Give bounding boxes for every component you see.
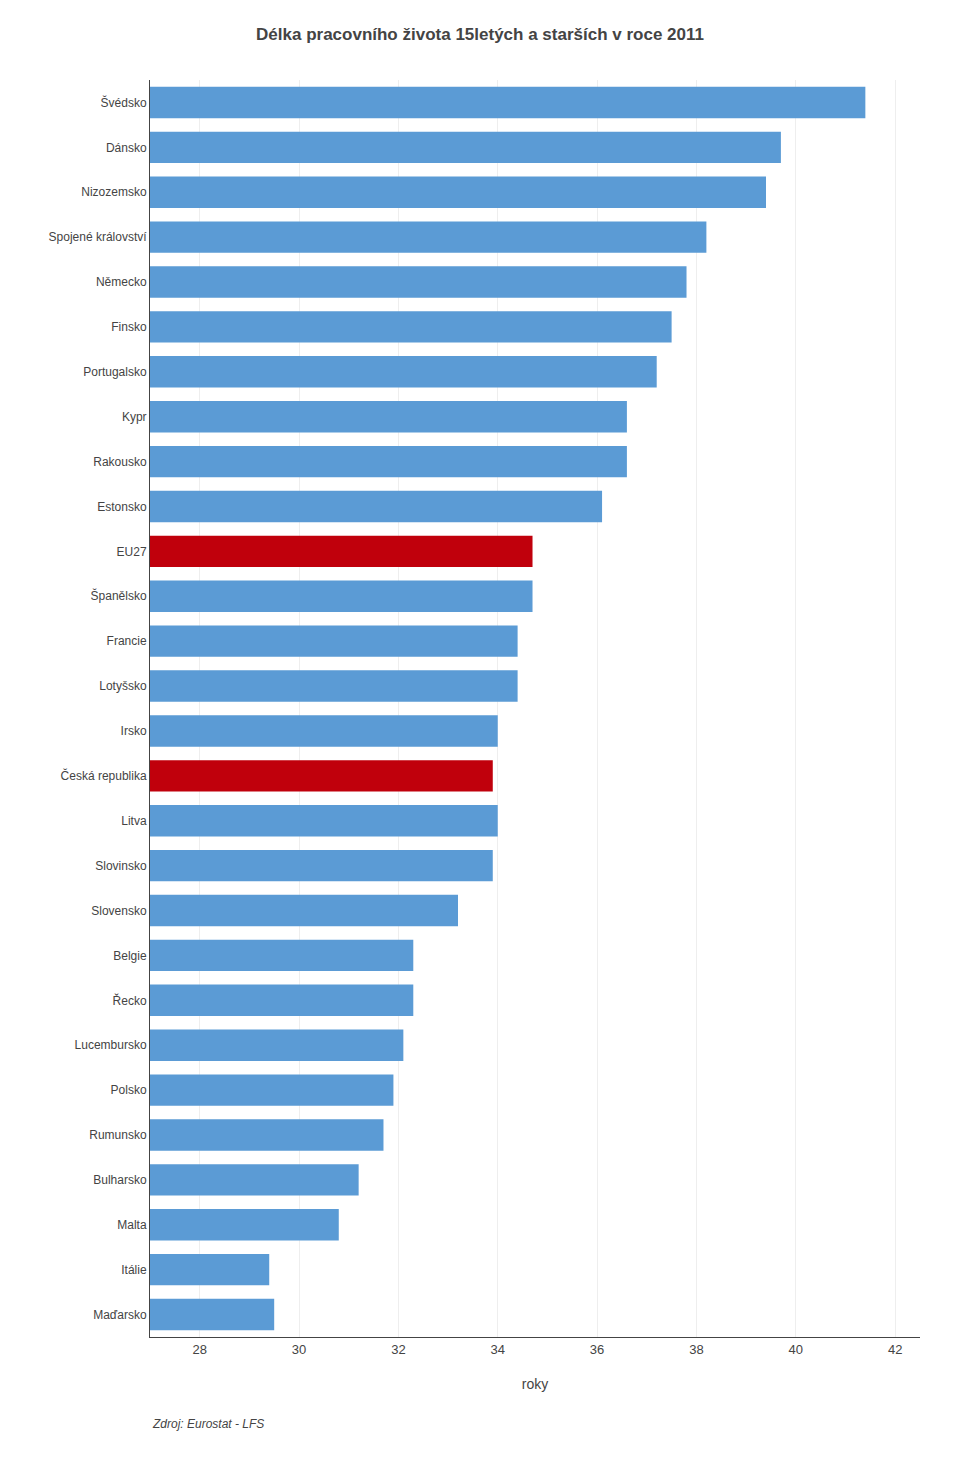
svg-text:38: 38 <box>689 1342 703 1357</box>
svg-text:Lotyšsko: Lotyšsko <box>99 679 147 693</box>
svg-text:Řecko: Řecko <box>113 993 147 1008</box>
svg-text:42: 42 <box>888 1342 902 1357</box>
svg-text:Itálie: Itálie <box>121 1263 147 1277</box>
svg-text:36: 36 <box>590 1342 604 1357</box>
svg-text:Rakousko: Rakousko <box>93 455 147 469</box>
svg-text:Nizozemsko: Nizozemsko <box>81 185 147 199</box>
svg-text:EU27: EU27 <box>117 545 147 559</box>
svg-text:Španělsko: Španělsko <box>91 588 147 603</box>
svg-text:Spojené království: Spojené království <box>49 230 148 244</box>
svg-text:Francie: Francie <box>107 634 147 648</box>
svg-text:Belgie: Belgie <box>113 949 147 963</box>
svg-text:Německo: Německo <box>96 275 147 289</box>
svg-text:Litva: Litva <box>121 814 147 828</box>
svg-text:32: 32 <box>391 1342 405 1357</box>
svg-text:Lucembursko: Lucembursko <box>75 1038 147 1052</box>
svg-text:Švédsko: Švédsko <box>101 95 147 110</box>
svg-text:Kypr: Kypr <box>122 410 147 424</box>
svg-text:Estonsko: Estonsko <box>97 500 147 514</box>
svg-text:Rumunsko: Rumunsko <box>89 1128 147 1142</box>
svg-text:40: 40 <box>789 1342 803 1357</box>
svg-text:Portugalsko: Portugalsko <box>83 365 147 379</box>
svg-text:roky: roky <box>522 1376 548 1392</box>
svg-text:Dánsko: Dánsko <box>106 141 147 155</box>
svg-text:Bulharsko: Bulharsko <box>93 1173 147 1187</box>
svg-text:Maďarsko: Maďarsko <box>93 1308 147 1322</box>
svg-text:28: 28 <box>192 1342 206 1357</box>
svg-text:Délka pracovního života 15letý: Délka pracovního života 15letých a starš… <box>256 25 704 44</box>
svg-text:34: 34 <box>491 1342 505 1357</box>
svg-text:Česká republika: Česká republika <box>61 768 147 783</box>
svg-text:30: 30 <box>292 1342 306 1357</box>
svg-text:Zdroj: Eurostat - LFS: Zdroj: Eurostat - LFS <box>152 1417 264 1431</box>
svg-text:Slovensko: Slovensko <box>91 904 147 918</box>
svg-text:Polsko: Polsko <box>111 1083 147 1097</box>
svg-text:Malta: Malta <box>117 1218 147 1232</box>
svg-text:Irsko: Irsko <box>121 724 147 738</box>
svg-text:Finsko: Finsko <box>111 320 147 334</box>
svg-text:Slovinsko: Slovinsko <box>95 859 147 873</box>
